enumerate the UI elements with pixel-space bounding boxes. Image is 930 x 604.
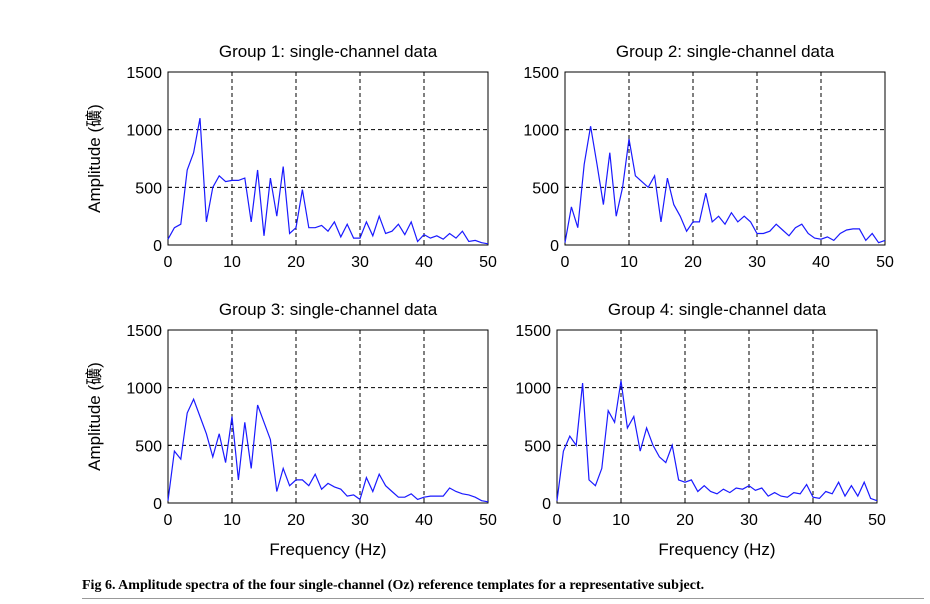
x-tick-label: 40 <box>415 254 433 271</box>
series-line <box>564 126 886 244</box>
y-tick-label: 0 <box>153 496 162 513</box>
figure-caption: Fig 6. Amplitude spectra of the four sin… <box>82 578 705 593</box>
y-tick-label: 1500 <box>523 65 559 82</box>
x-tick-label: 0 <box>164 512 173 529</box>
x-tick-label: 0 <box>553 512 562 529</box>
x-tick-label: 0 <box>164 254 173 271</box>
chart-title: Group 2: single-channel data <box>616 42 835 61</box>
chart-title: Group 4: single-channel data <box>608 300 827 319</box>
x-tick-label: 10 <box>223 254 241 271</box>
x-tick-label: 0 <box>561 254 570 271</box>
chart-title: Group 1: single-channel data <box>219 42 438 61</box>
x-axis-label: Frequency (Hz) <box>269 540 386 559</box>
x-tick-label: 30 <box>748 254 766 271</box>
x-tick-label: 50 <box>876 254 894 271</box>
series-line <box>167 397 489 503</box>
x-tick-label: 50 <box>479 254 497 271</box>
x-tick-label: 20 <box>676 512 694 529</box>
y-axis-label: Amplitude (礦) <box>85 104 104 213</box>
x-tick-label: 20 <box>287 512 305 529</box>
x-tick-label: 20 <box>287 254 305 271</box>
x-tick-label: 40 <box>812 254 830 271</box>
y-tick-label: 1500 <box>126 65 162 82</box>
x-tick-label: 10 <box>612 512 630 529</box>
y-tick-label: 500 <box>135 180 162 197</box>
plot-frame <box>167 71 489 246</box>
x-axis-label: Frequency (Hz) <box>658 540 775 559</box>
series-line <box>556 380 878 502</box>
y-tick-label: 1000 <box>126 381 162 398</box>
caption-divider <box>82 598 924 599</box>
y-tick-label: 500 <box>135 438 162 455</box>
x-tick-label: 20 <box>684 254 702 271</box>
y-tick-label: 1500 <box>126 323 162 340</box>
plot-frame <box>564 71 886 246</box>
x-tick-label: 30 <box>351 254 369 271</box>
y-tick-label: 1000 <box>515 381 551 398</box>
y-tick-label: 0 <box>550 238 559 255</box>
y-tick-label: 1000 <box>523 123 559 140</box>
y-axis-label: Amplitude (礦) <box>85 362 104 471</box>
x-tick-label: 30 <box>740 512 758 529</box>
y-tick-label: 0 <box>542 496 551 513</box>
x-tick-label: 40 <box>804 512 822 529</box>
x-tick-label: 10 <box>223 512 241 529</box>
y-tick-label: 1500 <box>515 323 551 340</box>
y-tick-label: 1000 <box>126 123 162 140</box>
series-line <box>167 117 489 245</box>
chart-title: Group 3: single-channel data <box>219 300 438 319</box>
y-tick-label: 500 <box>532 180 559 197</box>
x-tick-label: 10 <box>620 254 638 271</box>
x-tick-label: 50 <box>868 512 886 529</box>
x-tick-label: 40 <box>415 512 433 529</box>
y-tick-label: 500 <box>524 438 551 455</box>
plot-frame <box>556 329 878 504</box>
y-tick-label: 0 <box>153 238 162 255</box>
x-tick-label: 50 <box>479 512 497 529</box>
x-tick-label: 30 <box>351 512 369 529</box>
plot-frame <box>167 329 489 504</box>
